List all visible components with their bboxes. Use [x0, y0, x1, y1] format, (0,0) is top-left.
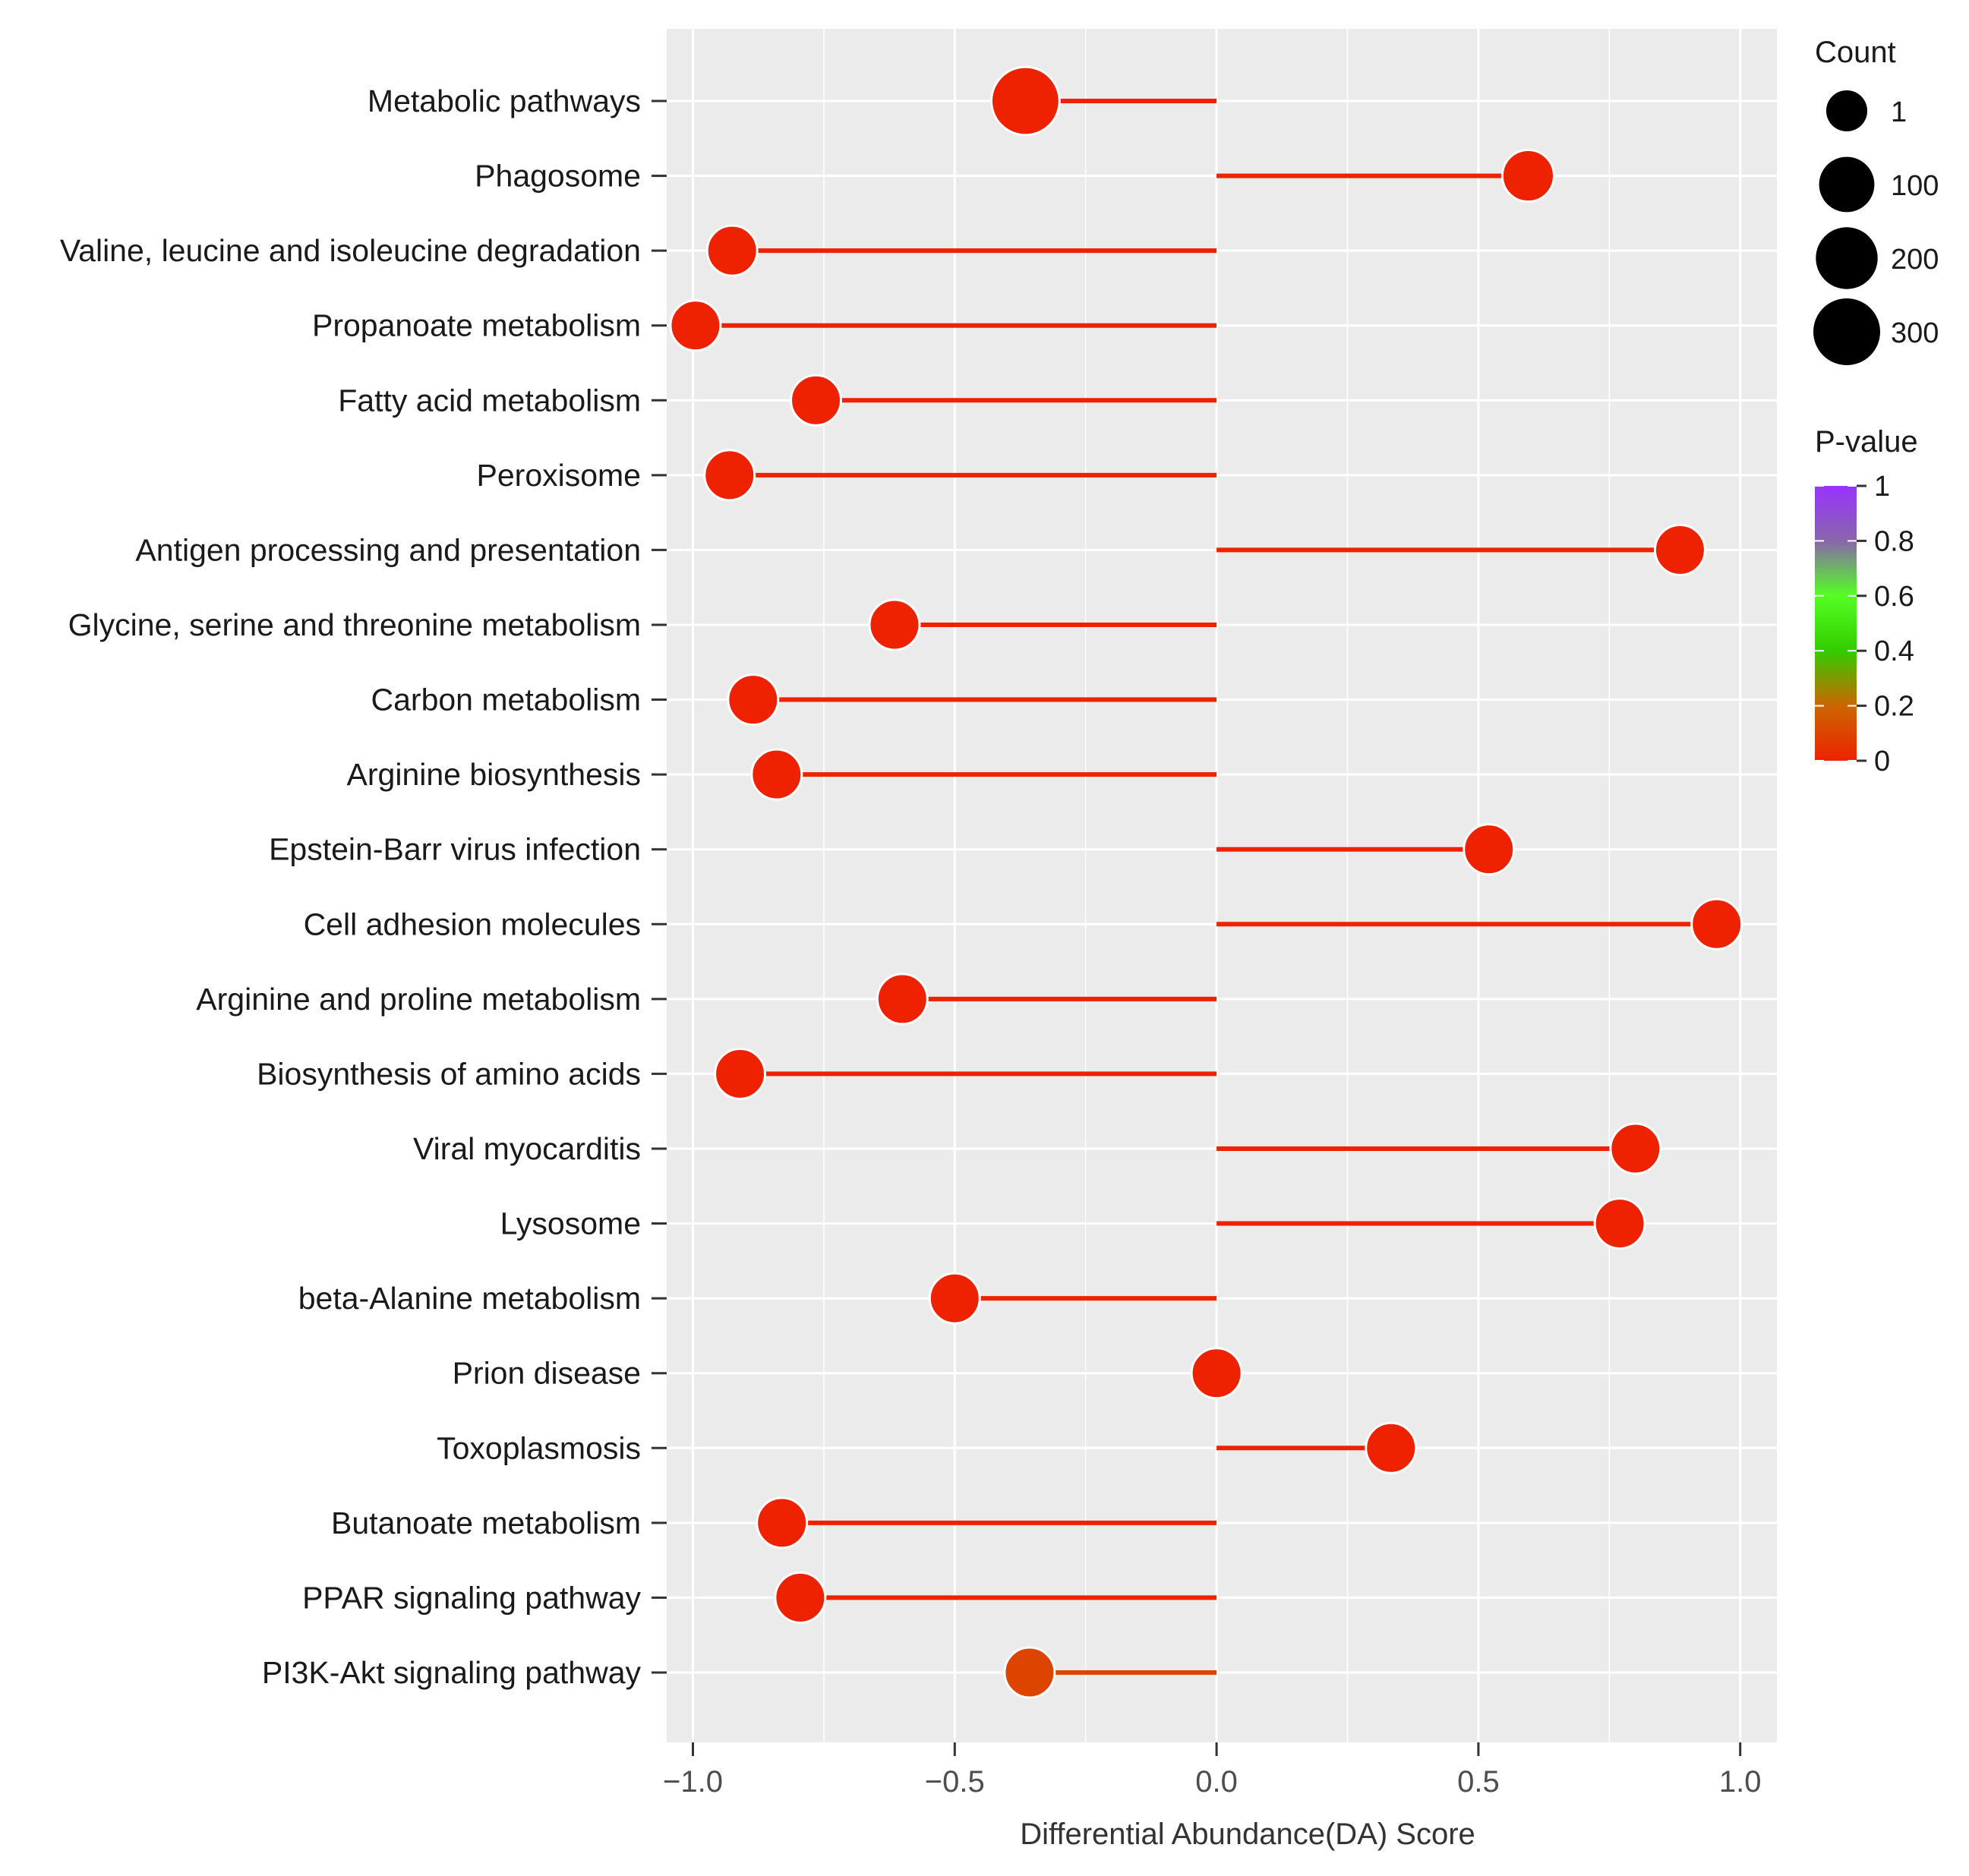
count-legend-title: Count [1815, 36, 1896, 69]
y-tick-label: Phagosome [475, 159, 641, 194]
dot-carbon-metabolism [727, 673, 780, 727]
lollipop-dots [669, 65, 1743, 1699]
y-tick-label: Arginine and proline metabolism [196, 982, 641, 1017]
y-tick-label: Valine, leucine and isoleucine degradati… [60, 233, 641, 268]
y-tick-label: PPAR signaling pathway [302, 1580, 641, 1615]
y-tick-label: Lysosome [500, 1206, 641, 1241]
p-value-tick-label: 1 [1874, 471, 1890, 503]
y-tick-label: PI3K-Akt signaling pathway [262, 1655, 642, 1690]
y-tick-label: beta-Alanine metabolism [298, 1281, 641, 1316]
dot-epstein-barr-virus-infection [1463, 823, 1516, 876]
y-tick-label: Prion disease [453, 1356, 641, 1391]
dot-biosynthesis-of-amino-acids [714, 1047, 767, 1100]
x-axis: −1.0 −0.5 0.0 0.5 1.0 [663, 1742, 1762, 1799]
p-value-legend: P-value 0 0.2 0.4 0.6 0.8 1 [1815, 425, 1918, 777]
y-tick-label: Carbon metabolism [371, 683, 642, 717]
count-legend-dot [1819, 156, 1875, 213]
dot-butanoate-metabolism [756, 1496, 809, 1550]
count-legend: Count 1 100 200 300 [1813, 36, 1939, 365]
x-tick-label: −1.0 [663, 1765, 723, 1799]
dot-fatty-acid-metabolism [790, 374, 843, 427]
y-tick-label: Butanoate metabolism [331, 1506, 641, 1540]
y-tick-label: Biosynthesis of amino acids [257, 1056, 641, 1091]
panel-background [667, 29, 1777, 1742]
dot-antigen-processing-and-presentation [1653, 523, 1706, 576]
count-legend-dot [1813, 298, 1880, 365]
x-axis-title: Differential Abundance(DA) Score [1020, 1818, 1475, 1851]
count-legend-label: 200 [1891, 244, 1939, 276]
dot-toxoplasmosis [1365, 1421, 1418, 1474]
y-tick-label: Peroxisome [477, 458, 641, 493]
y-tick-label: Viral myocarditis [413, 1131, 641, 1166]
lollipop-stems [695, 99, 1717, 1675]
y-tick-label: Epstein-Barr virus infection [269, 832, 641, 867]
y-tick-label: Metabolic pathways [368, 84, 641, 118]
x-tick-label: 0.5 [1457, 1765, 1500, 1799]
p-value-tick-label: 0.6 [1874, 581, 1914, 613]
count-legend-dot [1825, 90, 1868, 132]
count-legend-label: 1 [1891, 96, 1907, 128]
count-legend-dot [1816, 227, 1878, 289]
dot-phagosome [1500, 149, 1555, 203]
p-value-colorbar [1815, 486, 1857, 761]
x-tick-label: 0.0 [1195, 1765, 1238, 1799]
dot-ppar-signaling-pathway [774, 1571, 827, 1624]
count-legend-label: 300 [1891, 317, 1939, 349]
p-value-tick-label: 0 [1874, 746, 1890, 777]
dot-glycine-serine-and-threonine-metabolism [868, 598, 921, 651]
dot-valine-leucine-and-isoleucine-degradation [705, 224, 759, 277]
y-tick-label: Toxoplasmosis [437, 1430, 641, 1465]
dot-cell-adhesion-molecules [1690, 897, 1743, 951]
y-axis: Metabolic pathways Phagosome Valine, leuci… [60, 84, 667, 1690]
dot-propanoate-metabolism [669, 299, 722, 352]
count-legend-label: 100 [1891, 170, 1939, 202]
p-value-tick-label: 0.2 [1874, 691, 1914, 723]
dot-viral-myocarditis [1609, 1122, 1662, 1175]
dot-beta-alanine-metabolism [928, 1272, 981, 1325]
dot-metabolic-pathways [990, 65, 1061, 137]
p-value-tick-label: 0.8 [1874, 525, 1914, 557]
x-tick-label: 1.0 [1719, 1765, 1762, 1799]
x-tick-label: −0.5 [925, 1765, 985, 1799]
y-tick-label: Fatty acid metabolism [338, 383, 641, 418]
p-value-legend-title: P-value [1815, 425, 1918, 459]
y-tick-label: Arginine biosynthesis [347, 757, 641, 792]
dot-lysosome [1593, 1197, 1646, 1250]
y-tick-label: Cell adhesion molecules [304, 906, 641, 941]
dot-peroxisome [703, 449, 756, 502]
y-tick-label: Antigen processing and presentation [135, 532, 641, 567]
y-tick-label: Glycine, serine and threonine metabolism [68, 607, 641, 642]
dot-prion-disease [1190, 1347, 1243, 1400]
dot-arginine-biosynthesis [750, 748, 803, 801]
dot-pi3k-akt-signaling-pathway [1003, 1646, 1056, 1699]
p-value-tick-label: 0.4 [1874, 635, 1914, 667]
dot-arginine-and-proline-metabolism [876, 973, 929, 1026]
y-tick-label: Propanoate metabolism [312, 308, 641, 343]
